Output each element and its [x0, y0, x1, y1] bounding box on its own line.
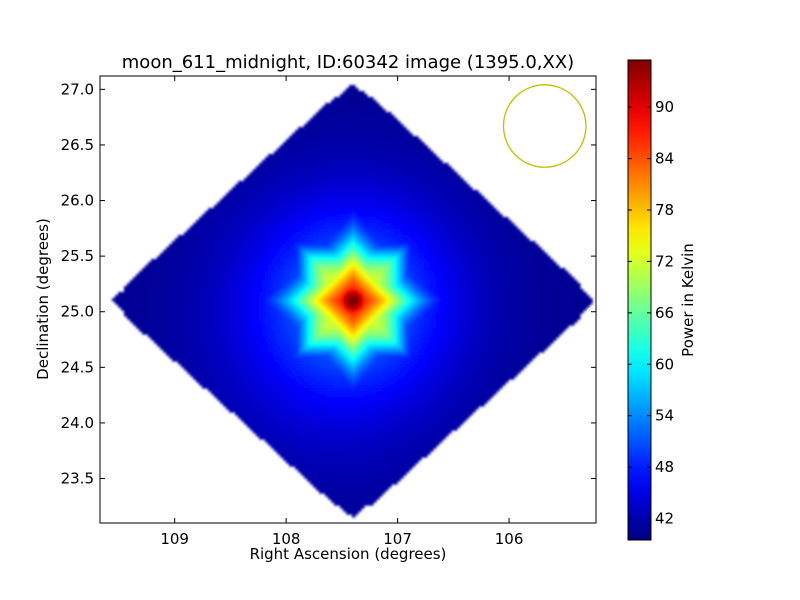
y-tick-label: 26.0 — [61, 192, 94, 210]
x-tick-label: 106 — [495, 530, 524, 548]
y-tick-label: 24.0 — [61, 414, 94, 432]
y-tick-label: 23.5 — [61, 470, 94, 488]
colorbar-tick-label: 54 — [655, 407, 674, 425]
plot-frame — [99, 75, 597, 524]
chart-title: moon_611_midnight, ID:60342 image (1395.… — [122, 52, 574, 73]
beam-circle-marker — [502, 84, 587, 168]
x-tick-label: 109 — [160, 530, 189, 548]
colorbar-gradient — [627, 59, 652, 541]
y-tick-label: 27.0 — [61, 80, 94, 98]
colorbar-label: Power in Kelvin — [679, 243, 697, 357]
heatmap-image — [112, 85, 593, 518]
x-axis: 109 108 107 106 — [160, 76, 523, 548]
x-tick-label: 108 — [272, 530, 301, 548]
plot-area: 109 108 107 106 23.5 24.0 24.5 25.0 25.5 26.0 26.… — [61, 75, 597, 548]
colorbar: 42 48 54 60 66 72 78 84 90 Power in Kelvin — [627, 59, 697, 541]
colorbar-tick-label: 60 — [655, 355, 674, 373]
colorbar-tick-label: 90 — [655, 98, 674, 116]
y-tick-label: 25.0 — [61, 303, 94, 321]
colorbar-ticks: 42 48 54 60 66 72 78 84 90 — [628, 98, 674, 528]
colorbar-tick-label: 66 — [655, 304, 674, 322]
colorbar-tick-label: 48 — [655, 458, 674, 476]
y-tick-label: 26.5 — [61, 136, 94, 154]
y-axis: 23.5 24.0 24.5 25.0 25.5 26.0 26.5 27.0 — [61, 80, 596, 488]
y-tick-label: 25.5 — [61, 247, 94, 265]
y-axis-label: Declination (degrees) — [34, 218, 52, 380]
colorbar-tick-label: 72 — [655, 252, 674, 270]
x-axis-label: Right Ascension (degrees) — [250, 545, 447, 563]
y-tick-label: 24.5 — [61, 358, 94, 376]
colorbar-tick-label: 84 — [655, 150, 674, 168]
colorbar-tick-label: 42 — [655, 510, 674, 528]
colorbar-tick-label: 78 — [655, 201, 674, 219]
x-tick-label: 107 — [383, 530, 412, 548]
